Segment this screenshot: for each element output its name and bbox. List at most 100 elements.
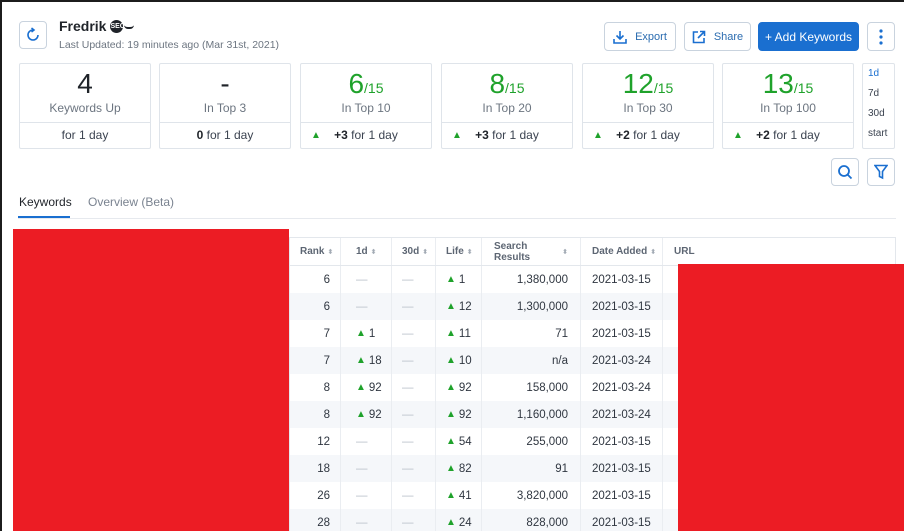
dash-icon: — xyxy=(402,300,414,313)
dash-icon: — xyxy=(356,273,368,286)
table-row[interactable]: 7 ▲ 1 — ▲ 11 71 2021-03-15 xyxy=(290,320,895,347)
cell-1d: — xyxy=(341,509,392,531)
sort-icon: ⬍ xyxy=(562,248,568,256)
stat-card: 6/15 In Top 10 ▲ +3 for 1 day xyxy=(300,63,432,149)
cell-30d: — xyxy=(392,428,436,455)
cell-life: ▲ 11 xyxy=(436,320,482,347)
stat-change: ▲ +3 for 1 day xyxy=(311,128,398,142)
column-header-30d[interactable]: 30d ⬍ xyxy=(392,238,436,265)
stat-label: In Top 20 xyxy=(482,101,532,115)
arrow-up-icon: ▲ xyxy=(446,436,456,447)
stat-value: - xyxy=(220,68,230,99)
tab-keywords[interactable]: Keywords xyxy=(19,195,72,209)
arrow-up-icon: ▲ xyxy=(593,130,603,141)
last-updated-text: Last Updated: 19 minutes ago (Mar 31st, … xyxy=(59,39,280,51)
dash-icon: — xyxy=(356,489,368,502)
cell-life: ▲ 54 xyxy=(436,428,482,455)
stat-value: 6/15 xyxy=(348,68,384,99)
arrow-up-icon: ▲ xyxy=(446,517,456,528)
column-header-1d[interactable]: 1d ⬍ xyxy=(341,238,392,265)
cell-search-results: 91 xyxy=(482,455,581,482)
cell-life: ▲ 92 xyxy=(436,401,482,428)
cell-life: ▲ 92 xyxy=(436,374,482,401)
refresh-icon xyxy=(27,27,39,41)
column-header-rank[interactable]: Rank ⬍ xyxy=(290,238,341,265)
period-start[interactable]: start xyxy=(868,128,888,139)
stat-label: In Top 3 xyxy=(203,101,247,115)
table-row[interactable]: 12 — — ▲ 54 255,000 2021-03-15 xyxy=(290,428,895,455)
cell-rank: 7 xyxy=(290,347,341,374)
arrow-up-icon: ▲ xyxy=(733,130,743,141)
filter-button[interactable] xyxy=(867,158,895,186)
period-7d[interactable]: 7d xyxy=(868,88,880,99)
export-button[interactable]: Export xyxy=(604,22,676,51)
cell-date-added: 2021-03-15 xyxy=(581,293,663,320)
cell-date-added: 2021-03-15 xyxy=(581,320,663,347)
cell-rank: 7 xyxy=(290,320,341,347)
arrow-up-icon: ▲ xyxy=(446,355,456,366)
table-header: Rank ⬍ 1d ⬍ 30d ⬍ Life ⬍ Search Results ⬍ Dat… xyxy=(290,238,895,266)
dash-icon: — xyxy=(402,273,414,286)
cell-rank: 6 xyxy=(290,293,341,320)
table-row[interactable]: 26 — — ▲ 41 3,820,000 2021-03-15 xyxy=(290,482,895,509)
more-options-button[interactable] xyxy=(867,22,895,51)
arrow-up-icon: ▲ xyxy=(446,301,456,312)
cell-30d: — xyxy=(392,482,436,509)
cell-rank: 8 xyxy=(290,374,341,401)
cell-life: ▲ 41 xyxy=(436,482,482,509)
cell-search-results: 158,000 xyxy=(482,374,581,401)
cell-rank: 6 xyxy=(290,266,341,293)
cell-30d: — xyxy=(392,455,436,482)
refresh-button[interactable] xyxy=(19,21,47,49)
cell-1d: — xyxy=(341,266,392,293)
dash-icon: — xyxy=(402,408,414,421)
tab-overview[interactable]: Overview (Beta) xyxy=(88,195,175,209)
stat-change: 0 for 1 day xyxy=(196,128,254,142)
cell-30d: — xyxy=(392,509,436,531)
cell-life: ▲ 10 xyxy=(436,347,482,374)
stat-label: In Top 10 xyxy=(341,101,391,115)
column-header-url[interactable]: URL xyxy=(674,246,695,257)
table-row[interactable]: 6 — — ▲ 1 1,380,000 2021-03-15 xyxy=(290,266,895,293)
project-title: Fredrik SEO xyxy=(59,18,135,34)
dash-icon: — xyxy=(356,435,368,448)
search-button[interactable] xyxy=(831,158,859,186)
cell-rank: 28 xyxy=(290,509,341,531)
dash-icon: — xyxy=(356,516,368,529)
stat-card: 4 Keywords Up for 1 day xyxy=(19,63,151,149)
dash-icon: — xyxy=(402,489,414,502)
dash-icon: — xyxy=(356,462,368,475)
share-button[interactable]: Share xyxy=(684,22,751,51)
period-selector: 1d 7d 30d start xyxy=(862,63,895,149)
more-vertical-icon xyxy=(879,28,883,45)
add-keywords-button[interactable]: + Add Keywords xyxy=(758,22,859,51)
stat-change: for 1 day xyxy=(61,128,109,142)
cell-1d: — xyxy=(341,482,392,509)
cell-1d: ▲ 92 xyxy=(341,401,392,428)
dash-icon: — xyxy=(402,435,414,448)
arrow-up-icon: ▲ xyxy=(356,328,366,339)
cell-date-added: 2021-03-15 xyxy=(581,266,663,293)
stat-card: - In Top 3 0 for 1 day xyxy=(159,63,291,149)
cell-rank: 26 xyxy=(290,482,341,509)
stat-card: 8/15 In Top 20 ▲ +3 for 1 day xyxy=(441,63,573,149)
cell-date-added: 2021-03-15 xyxy=(581,455,663,482)
table-row[interactable]: 8 ▲ 92— ▲ 92 158,000 2021-03-24 xyxy=(290,374,895,401)
cell-30d: — xyxy=(392,293,436,320)
cell-1d: — xyxy=(341,428,392,455)
arrow-up-icon: ▲ xyxy=(446,463,456,474)
cell-30d: — xyxy=(392,266,436,293)
cell-search-results: n/a xyxy=(482,347,581,374)
period-30d[interactable]: 30d xyxy=(868,108,885,119)
period-1d[interactable]: 1d xyxy=(868,68,880,79)
cell-search-results: 255,000 xyxy=(482,428,581,455)
stat-card: 12/15 In Top 30 ▲ +2 for 1 day xyxy=(582,63,714,149)
dash-icon: — xyxy=(402,354,414,367)
cell-life: ▲ 82 xyxy=(436,455,482,482)
arrow-up-icon: ▲ xyxy=(446,382,456,393)
cell-date-added: 2021-03-24 xyxy=(581,374,663,401)
column-header-date-added[interactable]: Date Added ⬍ xyxy=(581,238,663,265)
arrow-up-icon: ▲ xyxy=(446,274,456,285)
column-header-search-results[interactable]: Search Results ⬍ xyxy=(482,238,581,265)
column-header-life[interactable]: Life ⬍ xyxy=(436,238,482,265)
